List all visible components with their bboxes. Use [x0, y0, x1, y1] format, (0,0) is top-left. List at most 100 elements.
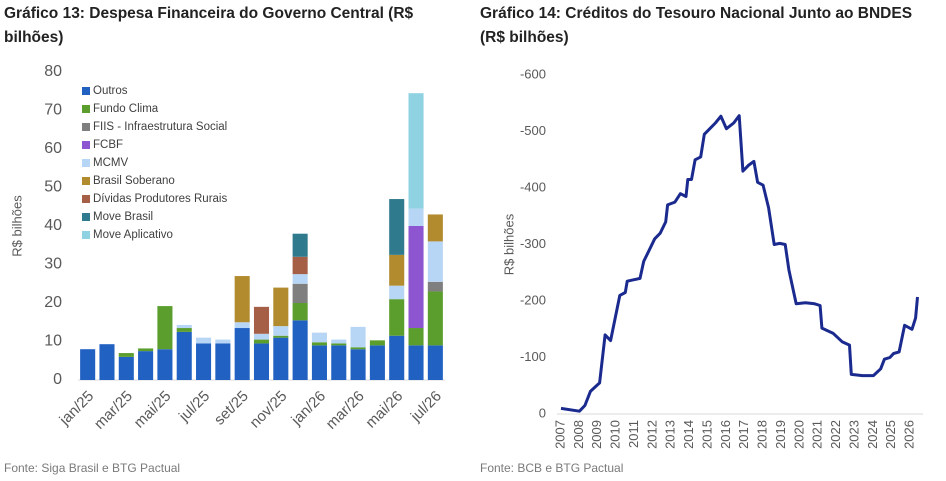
x-tick-label: set/25 — [211, 388, 252, 429]
chart-title: Gráfico 14: Créditos do Tesouro Nacional… — [480, 5, 913, 46]
y-tick-label: 0 — [539, 405, 546, 420]
bar-segment — [408, 226, 424, 329]
legend-swatch — [82, 141, 90, 149]
bar-segment — [176, 331, 192, 380]
bar-segment — [234, 276, 250, 323]
x-tick-label: 2007 — [552, 420, 567, 449]
bar-segment — [292, 233, 308, 257]
y-tick-label: 80 — [44, 63, 62, 80]
legend-label: Move Brasil — [93, 211, 153, 223]
x-tick-label: jul/26 — [407, 388, 445, 426]
legend-swatch — [82, 213, 90, 221]
x-tick-label: 2023 — [846, 420, 861, 449]
legend-label: Brasil Soberano — [93, 175, 175, 187]
bar-segment — [350, 349, 366, 380]
bar-segment — [389, 199, 405, 255]
y-tick-label: 50 — [44, 179, 62, 196]
bar-segment — [292, 283, 308, 303]
bar-segment — [176, 328, 192, 332]
y-tick-label: 10 — [44, 333, 62, 350]
bar-segment — [389, 285, 405, 300]
x-tick-label: mar/26 — [323, 388, 368, 433]
x-tick-label: 2008 — [571, 420, 586, 449]
x-tick-label: 2011 — [626, 420, 641, 448]
y-tick-label: 70 — [44, 102, 62, 119]
line — [560, 114, 919, 413]
legend-label: FIIS - Infraestrutura Social — [93, 121, 227, 133]
legend-swatch — [82, 87, 90, 95]
bar-segment — [138, 348, 154, 352]
x-tick-label: jan/25 — [56, 388, 98, 430]
legend-swatch — [82, 123, 90, 131]
bar-segment — [427, 345, 443, 380]
bar-segment — [389, 335, 405, 380]
bar-segment — [253, 343, 270, 380]
x-tick-label: mar/25 — [91, 388, 136, 433]
bar-segment — [389, 299, 405, 336]
legend-swatch — [82, 231, 90, 239]
x-tick-label: mai/25 — [131, 388, 175, 432]
x-tick-label: 2024 — [865, 420, 880, 449]
bar-segment — [427, 281, 443, 292]
bar-segment — [118, 356, 134, 380]
bar-segment — [234, 322, 250, 329]
bar-segment — [408, 93, 424, 209]
chart-title: Gráfico 13: Despesa Financeira do Govern… — [4, 5, 414, 46]
legend-label: Outros — [93, 85, 128, 97]
legend-label: Move Aplicativo — [93, 229, 173, 241]
y-axis-label: R$ bilhões — [501, 213, 516, 275]
x-tick-label: 2021 — [810, 420, 825, 449]
x-tick-label: 2016 — [718, 420, 733, 449]
x-tick-label: 2020 — [791, 420, 806, 449]
bar-segment — [99, 344, 115, 380]
legend-swatch — [82, 195, 90, 203]
bar-segment — [311, 342, 327, 346]
bar-segment — [427, 214, 443, 242]
bar-segment — [369, 345, 385, 380]
legend-label: MCMV — [93, 157, 128, 169]
legend-label: Dívidas Produtores Rurais — [93, 193, 227, 205]
legend-label: FCBF — [93, 139, 123, 151]
x-tick-label: 2009 — [589, 420, 604, 449]
bar-segment — [292, 303, 308, 321]
bar-segment — [292, 320, 308, 380]
bar-segment — [273, 287, 289, 327]
x-tick-label: 2010 — [608, 420, 623, 449]
bar-segment — [273, 326, 289, 336]
bar-segment — [292, 256, 308, 275]
y-tick-label: 60 — [44, 140, 62, 157]
legend-swatch — [82, 105, 90, 113]
bar-segment — [273, 337, 289, 380]
x-tick-label: 2022 — [828, 420, 843, 449]
x-tick-label: 2026 — [902, 420, 917, 449]
bar-segment — [331, 339, 347, 344]
bar-segment — [350, 326, 366, 348]
source: Fonte: BCB e BTG Pactual — [480, 461, 624, 475]
y-tick-label: -400 — [520, 179, 546, 194]
x-tick-label: jul/25 — [175, 388, 213, 426]
bar-segment — [80, 349, 96, 380]
bar-segment — [138, 351, 154, 380]
bar-segment — [196, 337, 212, 344]
y-tick-label: -100 — [520, 349, 546, 364]
bar-segment — [311, 345, 327, 380]
bar-segment — [311, 332, 327, 343]
x-tick-label: 2018 — [755, 420, 770, 449]
y-tick-label: 0 — [53, 371, 62, 388]
y-tick-label: -300 — [520, 236, 546, 251]
bar-segment — [427, 291, 443, 346]
x-tick-label: 2013 — [663, 420, 678, 449]
bar-segment — [331, 345, 347, 380]
bar-segment — [369, 340, 385, 346]
bar-segment — [196, 343, 212, 380]
y-tick-label: -200 — [520, 292, 546, 307]
y-tick-label: -500 — [520, 123, 546, 138]
x-tick-label: 2012 — [644, 420, 659, 449]
x-tick-label: nov/25 — [247, 388, 291, 432]
bar-segment — [292, 274, 308, 284]
x-tick-label: 2019 — [773, 420, 788, 449]
x-tick-label: 2017 — [736, 420, 751, 449]
bar-segment — [408, 208, 424, 226]
y-tick-label: 30 — [44, 256, 62, 273]
